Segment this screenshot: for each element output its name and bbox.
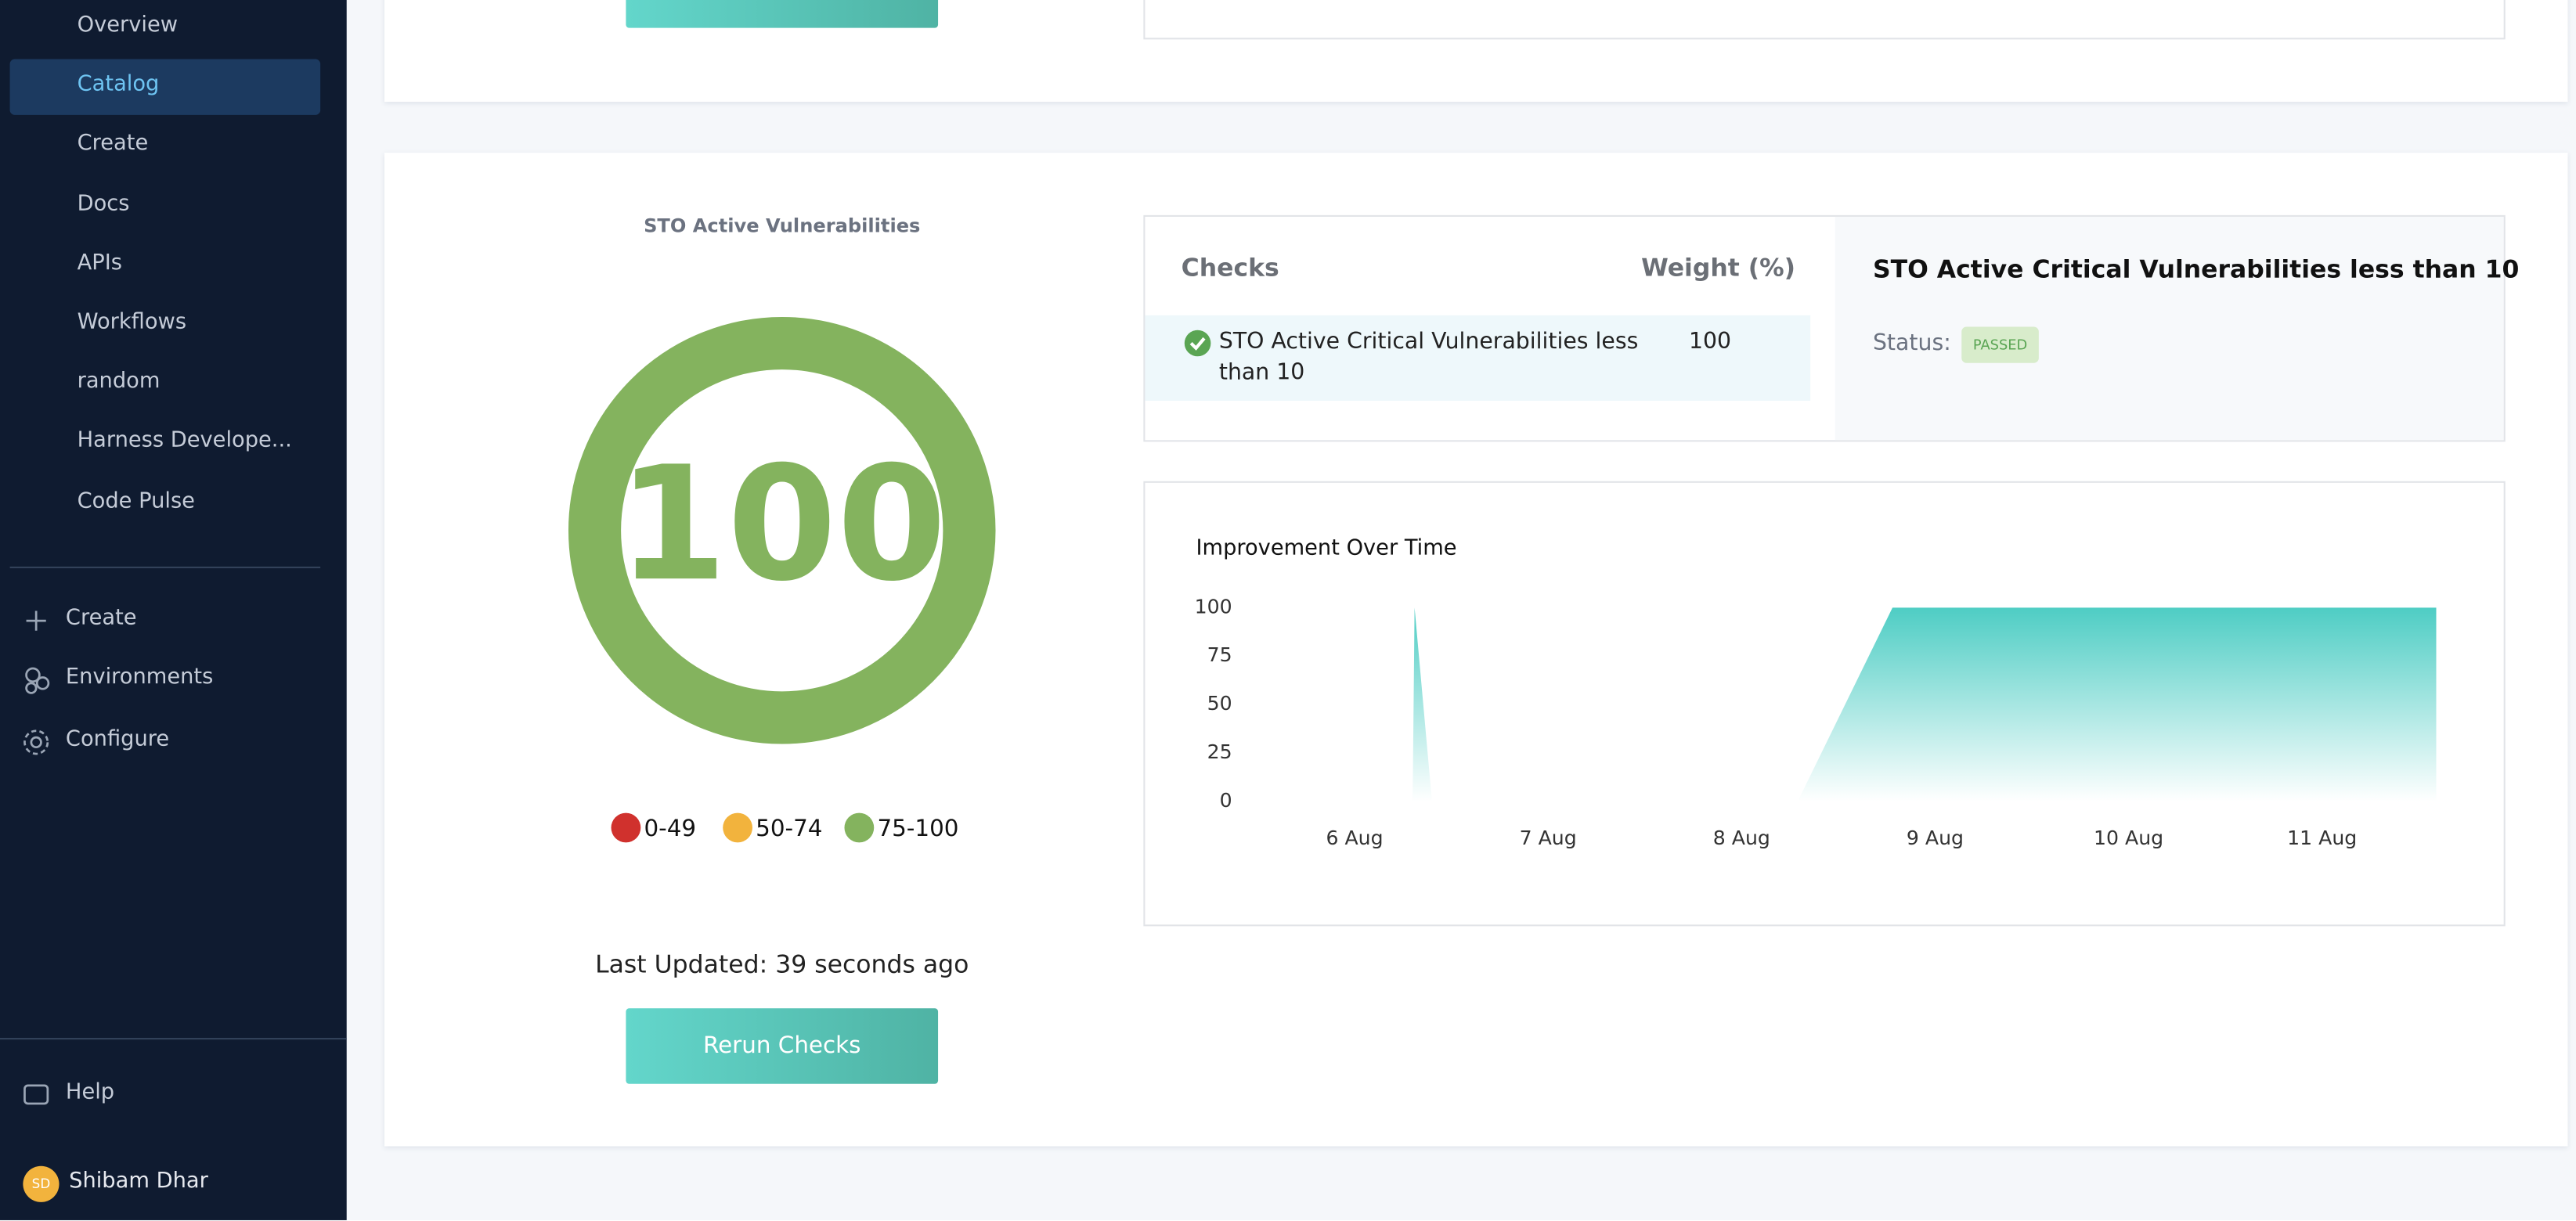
check-icon bbox=[1184, 330, 1211, 357]
rerun-button[interactable]: Rerun Checks bbox=[626, 1008, 939, 1084]
nav-item[interactable]: Create bbox=[77, 131, 149, 157]
avatar-initials: SD bbox=[32, 1176, 51, 1191]
detail-title: STO Active Critical Vulnerabilities less… bbox=[1872, 254, 2520, 284]
icons bbox=[23, 610, 50, 1105]
nav-item[interactable]: APIs bbox=[77, 250, 122, 276]
action-item[interactable]: Create bbox=[65, 606, 137, 631]
legend-label: 50-74 bbox=[756, 815, 822, 841]
check-row bbox=[1145, 315, 1811, 401]
nav-item[interactable]: Harness Develope... bbox=[77, 429, 292, 454]
legend-label: 0-49 bbox=[644, 815, 696, 841]
y-tick-label: 50 bbox=[1207, 692, 1232, 715]
nav-item[interactable]: Catalog bbox=[77, 72, 160, 98]
x-tick-label: 6 Aug bbox=[1326, 827, 1383, 849]
user-name[interactable]: Shibam Dhar bbox=[69, 1169, 208, 1194]
nav-active-bg bbox=[9, 59, 321, 116]
x-tick-label: 7 Aug bbox=[1520, 827, 1577, 849]
detail-panel bbox=[1835, 216, 2504, 441]
y-tick-label: 25 bbox=[1207, 740, 1232, 763]
checks-header: Checks bbox=[1181, 253, 1279, 283]
avatar bbox=[23, 1165, 60, 1202]
checks-panel bbox=[1143, 214, 2506, 442]
action-item[interactable]: Configure bbox=[65, 727, 170, 752]
nav-item[interactable]: Overview bbox=[77, 13, 179, 38]
check-name: STO Active Critical Vulnerabilities less… bbox=[1218, 328, 1639, 387]
y-tick-label: 100 bbox=[1195, 595, 1232, 618]
score-title: STO Active Vulnerabilities bbox=[644, 215, 920, 237]
divider bbox=[0, 1038, 347, 1040]
area bbox=[1412, 607, 2437, 801]
nav-item[interactable]: random bbox=[77, 369, 161, 394]
panel-partial bbox=[1143, 0, 2506, 40]
score-ring bbox=[568, 316, 996, 744]
x-tick-label: 11 Aug bbox=[2287, 827, 2357, 849]
check-mark bbox=[1189, 337, 1206, 351]
score-value: 100 bbox=[618, 432, 947, 616]
x-tick-label: 10 Aug bbox=[2094, 827, 2163, 849]
action-item[interactable]: Environments bbox=[65, 665, 214, 690]
legend-dot bbox=[723, 812, 752, 843]
status-badge bbox=[1961, 326, 2039, 363]
nav-item[interactable]: Code Pulse bbox=[77, 488, 195, 513]
checks-header: Weight (%) bbox=[1641, 253, 1796, 283]
status-value: PASSED bbox=[1973, 337, 2027, 354]
x-tick-label: 8 Aug bbox=[1713, 827, 1770, 849]
y-tick-label: 75 bbox=[1207, 643, 1232, 666]
last-updated: Last Updated: 39 seconds ago bbox=[595, 951, 969, 979]
nav-item[interactable]: Docs bbox=[77, 191, 130, 217]
legend-dot bbox=[844, 812, 875, 843]
help[interactable]: Help bbox=[65, 1080, 115, 1106]
check-weight: 100 bbox=[1688, 328, 1732, 355]
legend-dot bbox=[611, 812, 641, 843]
x-tick-label: 9 Aug bbox=[1907, 827, 1964, 849]
chart-title: Improvement Over Time bbox=[1196, 535, 1456, 560]
y-tick-label: 0 bbox=[1220, 789, 1232, 812]
button-partial bbox=[626, 0, 939, 28]
chart-panel bbox=[1143, 481, 2506, 927]
legend-label: 75-100 bbox=[877, 815, 958, 841]
sidebar bbox=[0, 0, 347, 1220]
nav-item[interactable]: Workflows bbox=[77, 310, 187, 336]
status-label: Status: bbox=[1872, 330, 1951, 357]
divider bbox=[9, 566, 321, 568]
